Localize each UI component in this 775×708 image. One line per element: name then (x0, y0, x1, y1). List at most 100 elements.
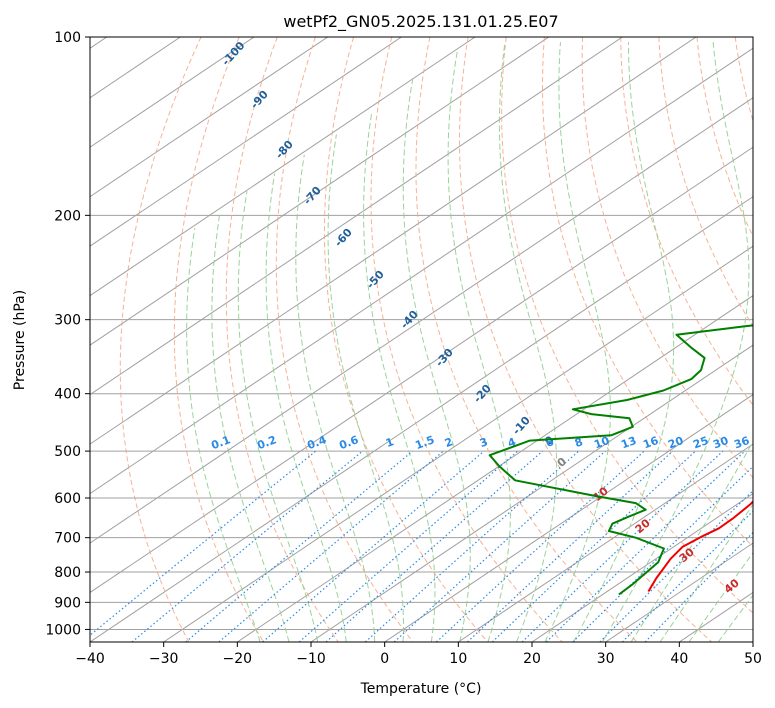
moist-adiabat (601, 42, 750, 642)
background-reference-lines (90, 37, 753, 642)
y-tick-label: 600 (54, 491, 81, 507)
y-tick-label: 800 (54, 565, 81, 581)
moist-adiabat (573, 42, 675, 642)
mixing-ratio-label: 10 (592, 434, 611, 452)
mixing-ratio-label: 1.5 (413, 433, 436, 452)
mixing-ratio-line (644, 531, 753, 642)
mixing-ratio-line (599, 489, 753, 642)
isotherm-gridline (384, 393, 753, 642)
y-tick-label: 400 (54, 387, 81, 403)
moist-adiabat (447, 51, 511, 642)
moist-adiabat (402, 79, 471, 642)
mixing-ratio-line (393, 450, 606, 642)
mixing-ratio-label: 20 (666, 434, 685, 452)
mixing-ratio-label: 0.6 (337, 433, 360, 452)
moist-adiabat (295, 154, 376, 642)
moist-adiabat (363, 112, 436, 642)
y-tick-label: 300 (54, 313, 81, 329)
isotherm-gridline (237, 295, 753, 642)
moist-adiabat (498, 42, 558, 642)
x-tick-label: 50 (744, 651, 762, 667)
y-tick-label: 900 (54, 595, 81, 611)
mixing-ratio-label: 1 (384, 435, 396, 450)
temperature-profile (647, 500, 753, 593)
mixing-ratio-line (435, 450, 645, 642)
x-tick-label: 0 (380, 651, 389, 667)
mixing-ratio-line (467, 450, 674, 642)
mixing-ratio-label: 13 (619, 434, 638, 451)
mixing-ratio-label: 6 (544, 435, 556, 450)
moist-adiabat (265, 173, 347, 642)
mixing-ratio-line (90, 450, 317, 637)
isotherm-gridline (90, 37, 329, 198)
y-tick-label: 500 (54, 444, 81, 460)
y-tick-label: 100 (54, 30, 81, 46)
isotherm-gridline (90, 97, 753, 544)
isotherm-gridline (90, 37, 697, 445)
isotherm-gridline (90, 47, 753, 495)
isotherm-gridline (310, 344, 753, 642)
x-tick-label: 10 (449, 651, 467, 667)
mixing-ratio-line (131, 450, 363, 642)
dry-adiabat-label: -20 (471, 382, 494, 406)
mixing-ratio-line (545, 450, 746, 642)
mixing-ratio-label: 16 (641, 434, 660, 452)
dry-adiabat (173, 37, 264, 642)
dry-adiabat (658, 37, 753, 328)
dry-adiabat (459, 37, 713, 642)
x-tick-label: −20 (223, 651, 253, 667)
mixing-ratio-line (185, 450, 413, 642)
mixing-ratio-label: 0.4 (305, 433, 328, 452)
moist-adiabat-label: 40 (722, 576, 742, 596)
plot-frame (89, 36, 754, 643)
x-tick-label: −10 (296, 651, 326, 667)
mixing-ratio-label: 30 (711, 434, 730, 452)
dry-adiabat (541, 37, 753, 548)
x-tick-label: 40 (670, 651, 688, 667)
dry-adiabat (370, 37, 563, 642)
isotherm-gridline (90, 146, 753, 594)
moist-adiabat (186, 227, 261, 642)
x-tick-label: 20 (523, 651, 541, 667)
mixing-ratio-line (262, 450, 485, 642)
sounding-profiles (488, 324, 753, 596)
chart-title: wetPf2_GN05.2025.131.01.25.E07 (283, 12, 558, 32)
mixing-ratio-label: 36 (732, 434, 751, 452)
dry-adiabat (275, 37, 414, 642)
dry-adiabat-label: -100 (219, 39, 247, 68)
x-axis-label: Temperature (°C) (360, 681, 482, 697)
mixing-ratio-line (491, 450, 696, 642)
mixing-ratio-label: 3 (478, 435, 490, 450)
mixing-ratio-label: 0.2 (255, 433, 278, 452)
y-axis-label: Pressure (hPa) (12, 290, 28, 390)
y-tick-label: 200 (54, 208, 81, 224)
dewpoint-profile (488, 324, 753, 596)
mixing-ratio-label: 25 (691, 434, 710, 451)
reference-line-labels: -100-90-80-70-60-50-40-30-20-10001020304… (209, 39, 751, 596)
x-tick-label: −40 (75, 651, 105, 667)
mixing-ratio-label: 0.1 (209, 433, 232, 452)
moist-adiabat (659, 503, 753, 642)
dry-adiabat-label: -50 (364, 268, 387, 292)
moist-adiabat (327, 134, 404, 642)
x-axis-ticks: −40 −30 −20 −10 0 10 20 30 40 50 (75, 642, 762, 667)
isotherm-gridline (679, 591, 753, 642)
mixing-ratio-line (218, 450, 444, 642)
mixing-ratio-label: 4 (506, 435, 518, 450)
isotherm-gridline (90, 37, 402, 247)
y-tick-label: 700 (54, 531, 81, 547)
dry-adiabat (415, 37, 638, 642)
isotherm-gridline (752, 641, 753, 642)
dry-adiabat (501, 37, 753, 614)
isotherm-gridline (90, 196, 753, 642)
mixing-ratio-line (364, 450, 580, 642)
isotherm-gridline (531, 492, 753, 642)
mixing-ratio-line (621, 510, 753, 642)
x-tick-label: −30 (149, 651, 179, 667)
moist-adiabat (544, 42, 611, 642)
dry-adiabat (620, 37, 753, 406)
y-tick-label: 1000 (45, 622, 81, 638)
mixing-ratio-line (298, 450, 519, 642)
isotherm-gridline (90, 37, 476, 297)
